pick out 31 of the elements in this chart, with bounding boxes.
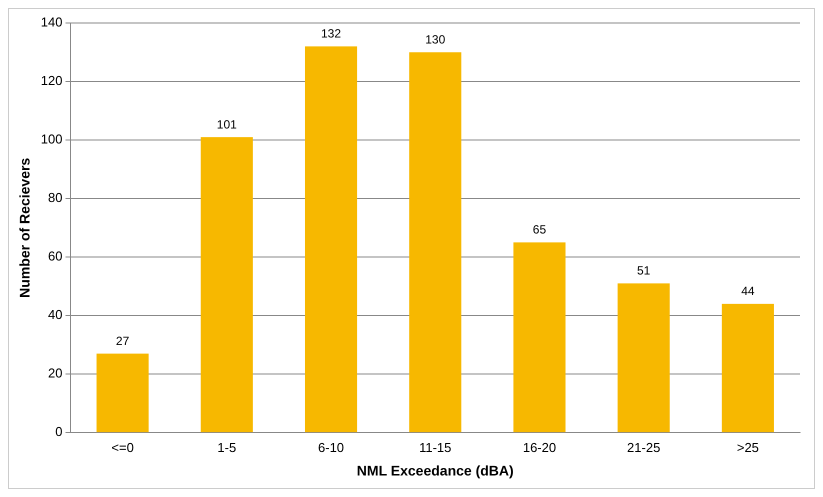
y-tick-label: 140 (40, 14, 62, 30)
x-tick-label: 1-5 (217, 440, 236, 455)
x-tick-label: 21-25 (627, 440, 660, 455)
bar (722, 304, 774, 432)
data-label: 65 (532, 222, 546, 237)
x-tick-label: <=0 (111, 440, 134, 455)
data-label: 132 (321, 26, 342, 41)
data-label: 130 (425, 32, 446, 47)
data-label: 51 (636, 264, 651, 278)
y-tick-label: 40 (48, 307, 62, 322)
bar (200, 137, 253, 432)
data-label: 44 (741, 284, 755, 298)
y-tick-label: 60 (48, 248, 62, 264)
y-tick-label: 120 (40, 73, 62, 88)
bar (409, 52, 462, 432)
data-label: 101 (216, 117, 238, 132)
x-tick-label: 11-15 (419, 440, 452, 455)
x-tick-label: >25 (736, 440, 759, 455)
bar (96, 354, 149, 432)
y-axis-title: Number of Recievers (16, 158, 32, 298)
x-tick-label: 6-10 (318, 440, 344, 455)
bar (513, 242, 566, 432)
data-label: 27 (116, 334, 130, 348)
y-tick-label: 80 (48, 190, 62, 206)
x-axis-title: NML Exceedance (dBA) (356, 462, 514, 478)
y-tick-label: 20 (48, 366, 62, 381)
bar (304, 46, 358, 432)
y-tick-label: 100 (40, 132, 62, 147)
x-tick-label: 16-20 (522, 440, 556, 455)
y-tick-label: 0 (55, 424, 62, 440)
bar (618, 283, 670, 432)
